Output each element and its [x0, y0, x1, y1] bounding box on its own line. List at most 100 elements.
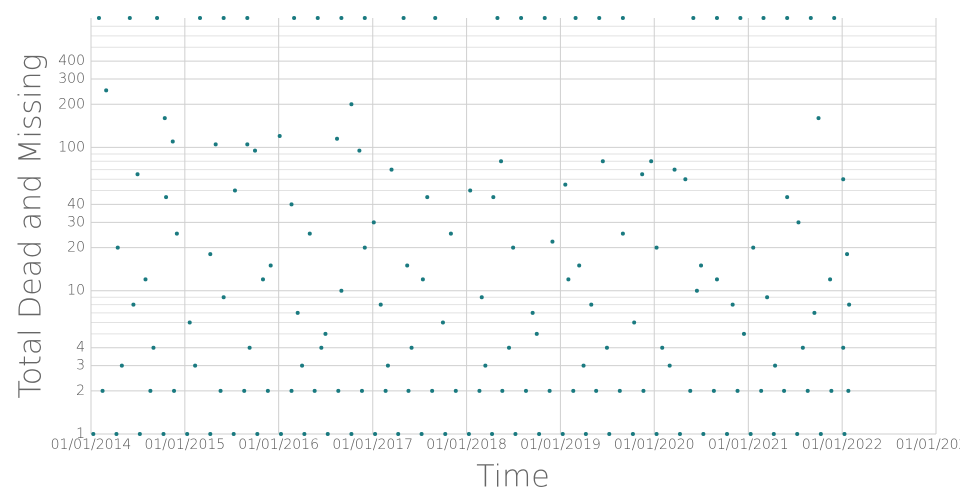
- x-axis-title: Time: [476, 460, 549, 495]
- point: [425, 195, 430, 200]
- point: [711, 388, 716, 393]
- point: [443, 432, 448, 436]
- point: [289, 202, 294, 207]
- point: [511, 245, 516, 250]
- y-tick-label: 10: [67, 283, 85, 299]
- point: [378, 302, 383, 307]
- point: [315, 16, 320, 20]
- point: [841, 345, 846, 350]
- point: [221, 295, 226, 300]
- y-tick-label: 100: [58, 139, 85, 155]
- point: [247, 345, 252, 350]
- label-layer: 1 2 3 4 10 20 30 40 100 200 300 400 01/01/2014 01/01/…: [51, 53, 960, 453]
- x-tick-label: 01/01/2019: [520, 437, 601, 453]
- points-layer: [91, 16, 852, 436]
- point: [115, 245, 120, 250]
- point: [542, 16, 547, 20]
- point: [617, 388, 622, 393]
- point: [688, 388, 693, 393]
- point: [339, 288, 344, 293]
- point: [796, 220, 801, 225]
- point: [396, 432, 401, 436]
- point: [537, 432, 542, 436]
- point: [119, 363, 124, 368]
- point: [162, 116, 167, 121]
- point: [730, 302, 735, 307]
- point: [448, 231, 453, 236]
- point: [620, 16, 625, 20]
- point: [691, 16, 696, 20]
- point: [362, 245, 367, 250]
- x-tick-label: 01/01/2020: [614, 437, 695, 453]
- point: [761, 16, 766, 20]
- point: [630, 432, 635, 436]
- point: [566, 277, 571, 282]
- point: [325, 432, 330, 436]
- point: [735, 388, 740, 393]
- point: [440, 320, 445, 325]
- point: [677, 432, 682, 436]
- point: [430, 388, 435, 393]
- point: [131, 302, 136, 307]
- point: [829, 388, 834, 393]
- point: [765, 295, 770, 300]
- point: [349, 102, 354, 107]
- point: [208, 432, 213, 436]
- point: [495, 16, 500, 20]
- point: [701, 432, 706, 436]
- point: [135, 172, 140, 177]
- point: [795, 432, 800, 436]
- point: [359, 388, 364, 393]
- point: [759, 388, 764, 393]
- point: [383, 388, 388, 393]
- point: [577, 263, 582, 268]
- point: [419, 432, 424, 436]
- point: [302, 432, 307, 436]
- point: [289, 388, 294, 393]
- point: [312, 388, 317, 393]
- x-tick-label: 01/01/2017: [332, 437, 413, 453]
- point: [218, 388, 223, 393]
- point: [660, 345, 665, 350]
- point: [773, 363, 778, 368]
- point: [174, 231, 179, 236]
- point: [362, 16, 367, 20]
- x-tick-label: 01/01/2018: [426, 437, 507, 453]
- point: [479, 295, 484, 300]
- point: [96, 16, 101, 20]
- point: [104, 88, 109, 93]
- point: [468, 188, 473, 193]
- point: [373, 432, 378, 436]
- point: [197, 16, 202, 20]
- point: [519, 16, 524, 20]
- point: [771, 432, 776, 436]
- point: [724, 432, 729, 436]
- point: [738, 16, 743, 20]
- point: [357, 148, 362, 153]
- point: [828, 277, 833, 282]
- point: [499, 159, 504, 164]
- point: [187, 320, 192, 325]
- point: [143, 277, 148, 282]
- point: [127, 16, 132, 20]
- point: [523, 388, 528, 393]
- point: [245, 142, 250, 147]
- point: [292, 16, 297, 20]
- point: [453, 388, 458, 393]
- point: [278, 432, 283, 436]
- y-tick-label: 30: [67, 214, 85, 230]
- point: [255, 432, 260, 436]
- point: [607, 432, 612, 436]
- point: [335, 136, 340, 141]
- point: [307, 231, 312, 236]
- point: [641, 388, 646, 393]
- point: [672, 167, 677, 172]
- point: [155, 16, 160, 20]
- point: [389, 167, 394, 172]
- point: [714, 277, 719, 282]
- point: [253, 148, 258, 153]
- point: [161, 432, 166, 436]
- point: [242, 388, 247, 393]
- point: [208, 252, 213, 257]
- point: [433, 16, 438, 20]
